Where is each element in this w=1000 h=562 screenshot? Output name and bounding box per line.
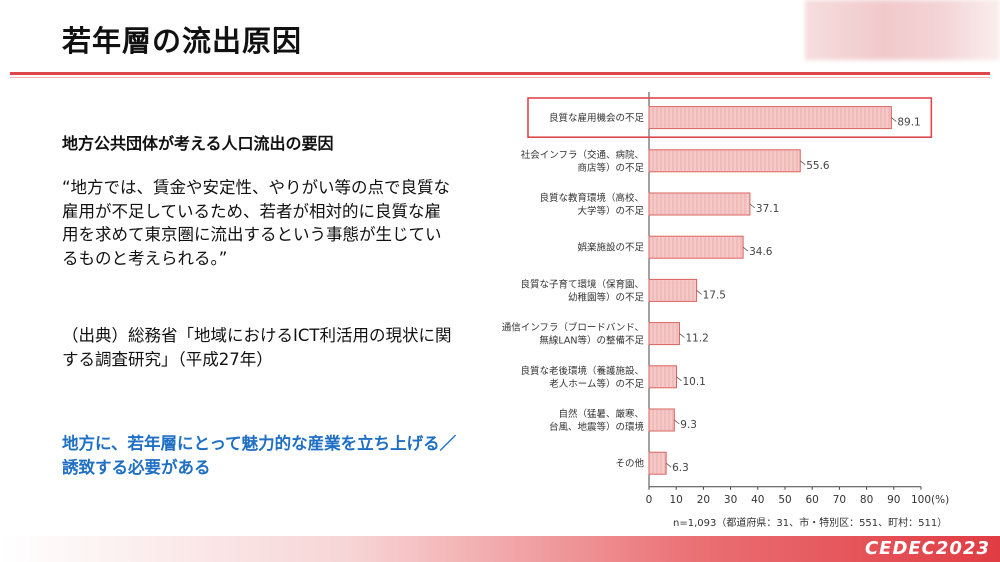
category-label: 娯楽施設の不足 [577, 242, 644, 254]
value-label: 10.1 [682, 376, 705, 388]
x-tick-label: 60 [806, 494, 819, 506]
title-divider-thin [10, 77, 990, 78]
bar-chart: 89.1 良質な雇用機会の不足 55.6 社会インフラ（交通、病院、商店等）の不足 37… [502, 92, 949, 529]
value-label: 34.6 [749, 246, 773, 258]
highlight-box [527, 97, 933, 139]
x-tick-label: 10 [670, 494, 683, 506]
bar-8 [648, 451, 667, 475]
category-label: 無線LAN等）の整備不足 [539, 335, 644, 347]
category-label: 大学等）の不足 [577, 205, 644, 217]
category-label: 良質な雇用機会の不足 [549, 112, 645, 124]
category-label: 通信インフラ（ブロードバンド、 [502, 322, 644, 334]
value-label: 37.1 [756, 203, 779, 215]
x-tick-label: 70 [833, 494, 846, 506]
category-label: 老人ホーム等）の不足 [549, 378, 644, 390]
chart-panel: 89.1 良質な雇用機会の不足 55.6 社会インフラ（交通、病院、 商店等）の不足 37… [498, 86, 978, 532]
value-leader [665, 462, 672, 468]
value-label: 55.6 [806, 160, 830, 172]
x-unit-label: (%) [931, 494, 949, 506]
corner-blurred-image [805, 0, 1000, 60]
x-tick-label: 50 [778, 494, 791, 506]
slide-title: 若年層の流出原因 [62, 24, 303, 58]
category-label: 幼稚園等）の不足 [568, 291, 645, 303]
bar-0 [648, 106, 892, 130]
value-leader [674, 419, 680, 425]
value-leader [891, 117, 897, 122]
value-label: 6.3 [672, 462, 689, 474]
value-leader [696, 290, 702, 295]
value-leader [799, 160, 806, 166]
category-label: 良質な老後環境（養護施設、 [520, 365, 644, 377]
conclusion-text: 地方に、若年層にとって魅力的な産業を立ち上げる／誘致する必要がある [62, 434, 457, 477]
bar-2 [648, 192, 751, 216]
value-label: 17.5 [703, 289, 726, 301]
category-label: 台風、地震等）の環境 [549, 421, 645, 433]
category-label: 商店等）の不足 [577, 162, 644, 174]
x-tick-label: 80 [860, 494, 873, 506]
bar-1 [648, 149, 801, 173]
title-divider [10, 72, 990, 75]
value-leader [676, 376, 682, 382]
x-tick-label: 20 [697, 494, 710, 506]
x-tick-label: 40 [751, 494, 764, 506]
x-tick-label: 100 [911, 494, 931, 506]
bar-6 [648, 365, 677, 389]
category-label: 社会インフラ（交通、病院、 [521, 149, 644, 161]
source-citation: （出典）総務省「地域におけるICT利活用の現状に関する調査研究」（平成27年） [62, 326, 452, 369]
subheading: 地方公共団体が考える人口流出の要因 [62, 134, 334, 153]
category-label: 自然（猛暑、厳寒、 [558, 408, 644, 420]
x-tick-label: 0 [646, 494, 653, 506]
footer-band [0, 536, 1000, 562]
x-tick-label: 90 [887, 494, 900, 506]
value-leader [749, 203, 756, 209]
category-label: その他 [615, 458, 644, 470]
x-tick-label: 30 [724, 494, 737, 506]
value-label: 11.2 [685, 333, 708, 345]
value-label: 89.1 [897, 117, 920, 129]
sample-note: n=1,093（都道府県：31、市・特別区：551、町村：511） [673, 516, 947, 529]
value-label: 9.3 [680, 419, 697, 431]
quote-text: “地方では、賃金や安定性、やりがい等の点で良質な雇用が不足しているため、若者が相… [62, 178, 451, 268]
value-leader [679, 333, 685, 338]
bar-5 [648, 322, 680, 346]
category-label: 良質な教育環境（高校、 [539, 192, 644, 204]
event-logo: CEDEC2023 [864, 538, 990, 559]
value-leader [742, 246, 749, 252]
category-label: 良質な子育て環境（保育園、 [520, 278, 644, 290]
